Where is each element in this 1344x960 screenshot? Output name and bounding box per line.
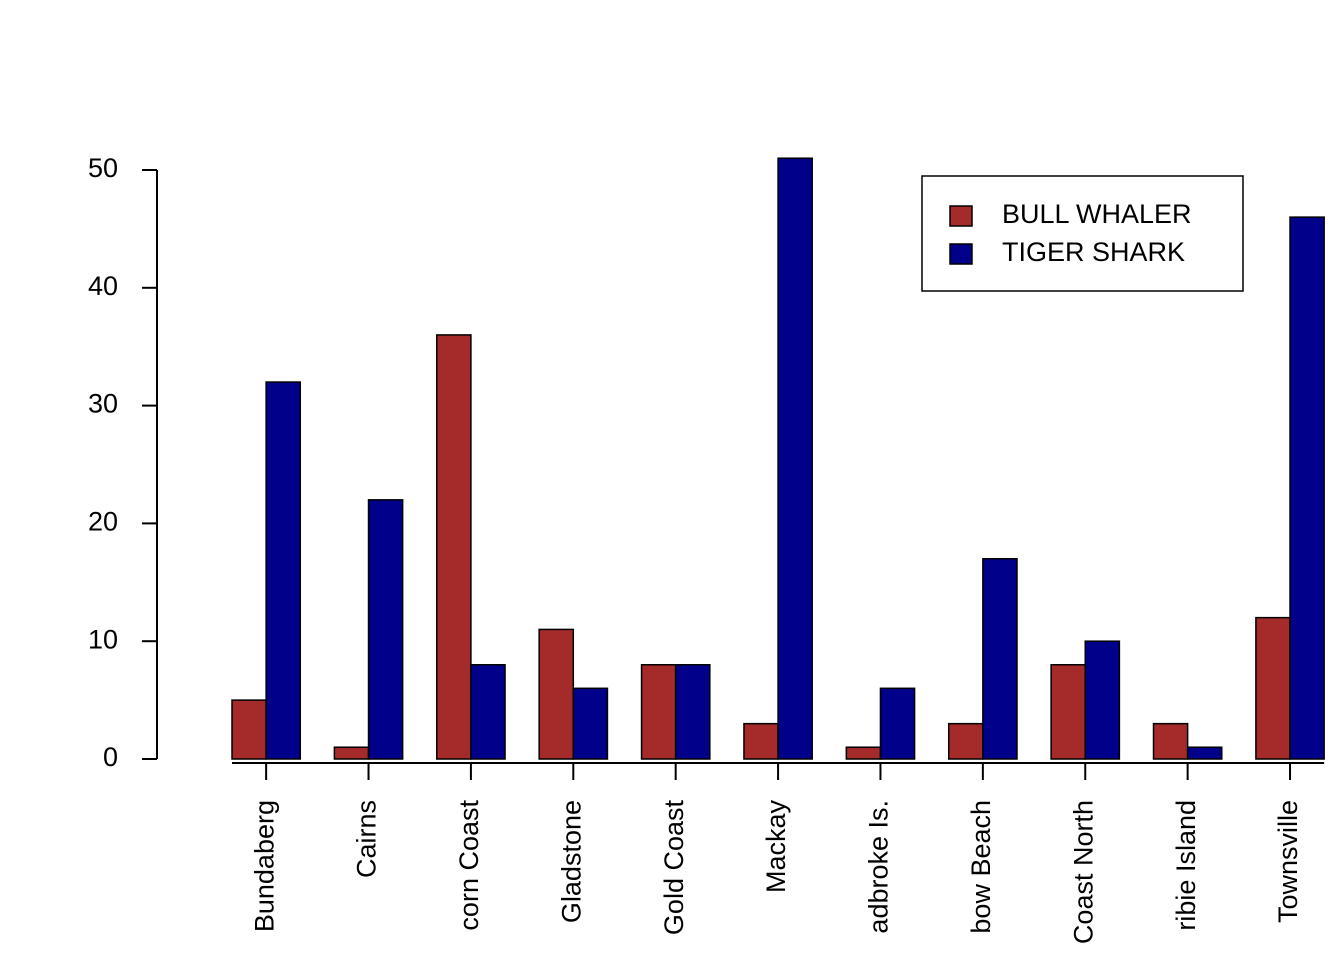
bar (879, 687, 916, 760)
y-tick-label: 40 (88, 271, 118, 301)
x-tick-label: ribie Island (1171, 800, 1201, 931)
bar (333, 746, 370, 760)
y-tick-label: 0 (103, 742, 118, 772)
x-tick-label: Cairns (352, 800, 382, 878)
bar (1084, 640, 1121, 760)
legend-swatch (949, 205, 973, 227)
x-tick-label: Townsville (1273, 800, 1303, 923)
legend-box (921, 175, 1244, 292)
legend-label: BULL WHALER (1002, 199, 1192, 229)
bar (640, 664, 677, 760)
x-tick-label: Mackay (761, 800, 791, 894)
x-tick-label: Gold Coast (659, 800, 689, 936)
bar (1255, 616, 1291, 760)
legend-swatch (949, 243, 973, 265)
x-tick-label: corn Coast (454, 800, 484, 931)
bar (674, 664, 711, 760)
bar (538, 628, 575, 760)
legend-label: TIGER SHARK (1002, 237, 1185, 267)
y-tick-label: 30 (88, 389, 118, 419)
bar (231, 699, 267, 760)
x-tick-label: Coast North (1068, 800, 1098, 944)
bar (947, 722, 984, 760)
x-tick-label: bow Beach (966, 800, 996, 934)
x-tick-label: Bundaberg (249, 800, 279, 932)
bar (743, 722, 779, 760)
bar (367, 499, 404, 760)
bar (1152, 722, 1189, 760)
bar (845, 746, 882, 760)
bar (1050, 664, 1086, 760)
bar (982, 557, 1018, 760)
x-tick-label: Gladstone (556, 800, 586, 923)
x-tick-label: adbroke Is. (864, 800, 894, 934)
bar (436, 334, 472, 760)
bar (777, 157, 813, 760)
bar (470, 664, 506, 760)
y-tick-label: 20 (88, 507, 118, 537)
y-tick-label: 10 (88, 624, 118, 654)
bar (265, 381, 302, 760)
bar (1289, 216, 1325, 760)
bar (1186, 746, 1223, 760)
y-tick-label: 50 (88, 153, 118, 183)
bar (572, 687, 609, 760)
